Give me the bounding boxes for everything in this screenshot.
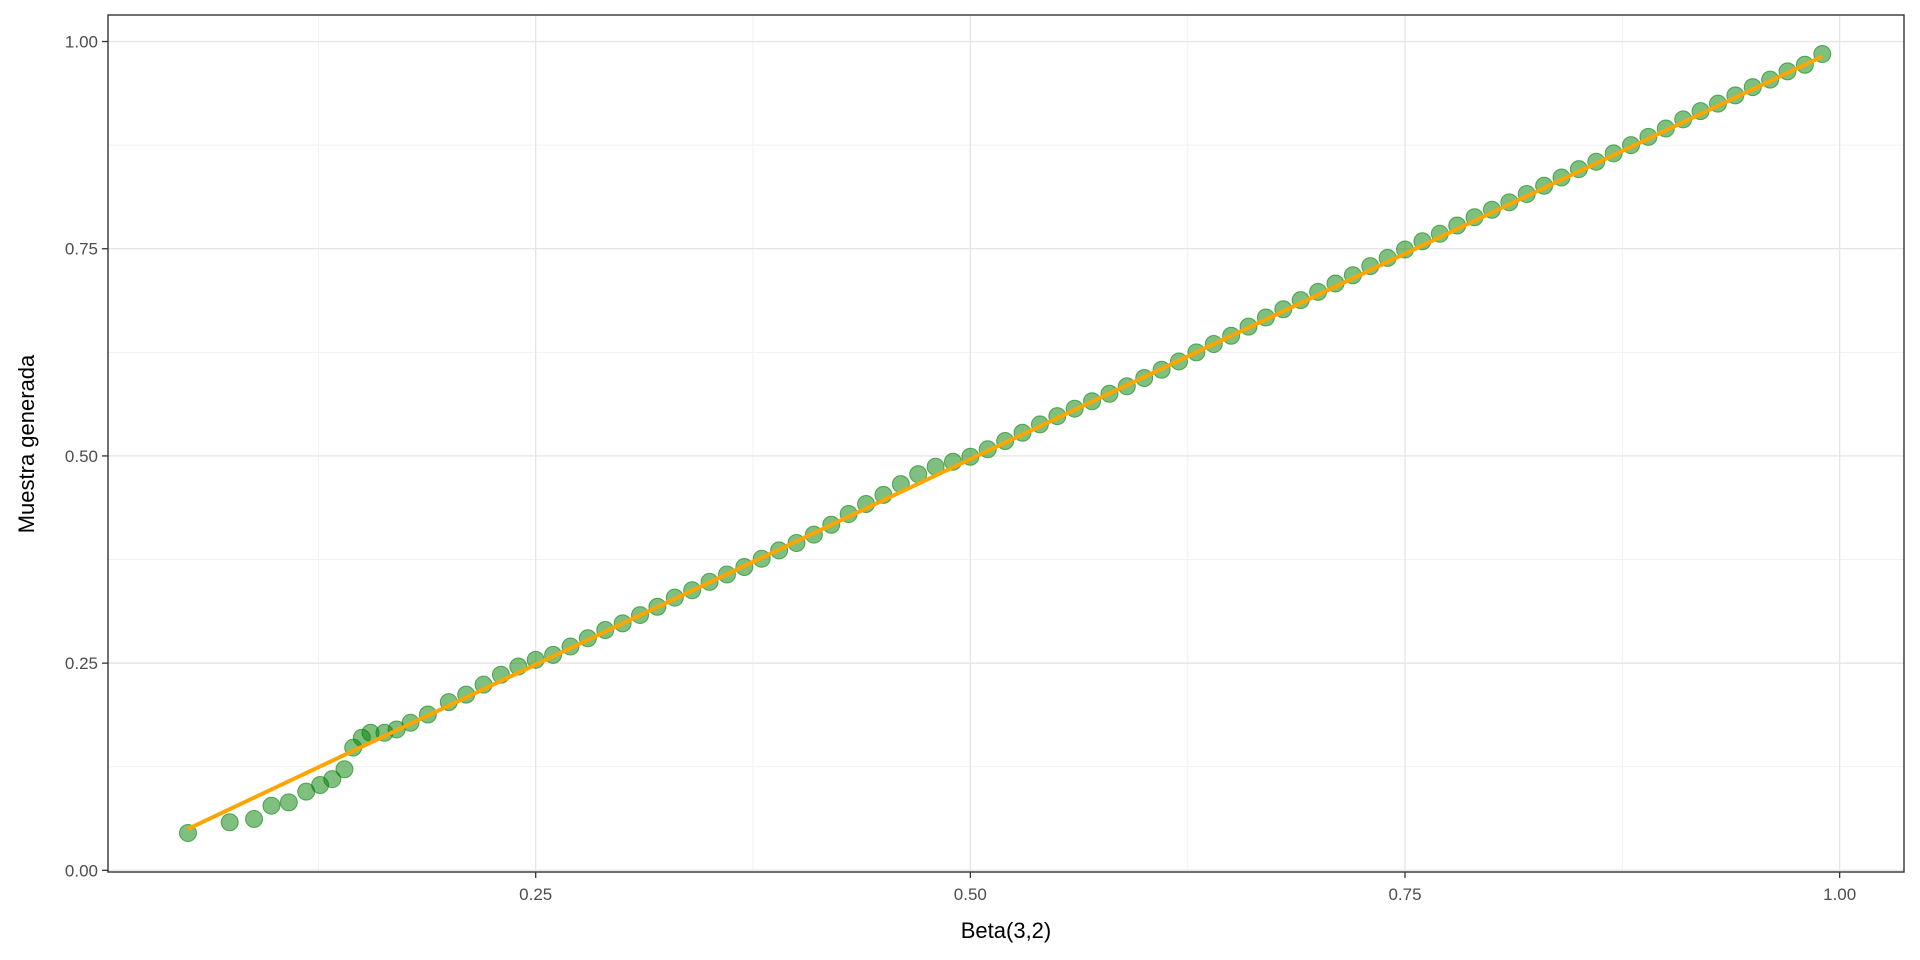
- y-tick-label: 0.50: [65, 447, 98, 466]
- point: [323, 770, 342, 789]
- plot-border: [107, 14, 1905, 873]
- point: [279, 793, 298, 812]
- point: [262, 796, 281, 815]
- y-axis-title: Muestra generada: [14, 354, 39, 533]
- x-tick-label: 0.25: [519, 885, 552, 904]
- point: [220, 813, 239, 832]
- x-tick-label: 0.50: [954, 885, 987, 904]
- y-tick-label: 0.25: [65, 654, 98, 673]
- y-tick-label: 0.75: [65, 240, 98, 259]
- x-tick-label: 0.75: [1388, 885, 1421, 904]
- point: [335, 760, 354, 779]
- point: [245, 809, 264, 828]
- x-tick-label: 1.00: [1823, 885, 1856, 904]
- reference-line: [187, 54, 1824, 831]
- y-tick-label: 0.00: [65, 861, 98, 880]
- x-axis-title: Beta(3,2): [961, 918, 1052, 943]
- y-tick-label: 1.00: [65, 33, 98, 52]
